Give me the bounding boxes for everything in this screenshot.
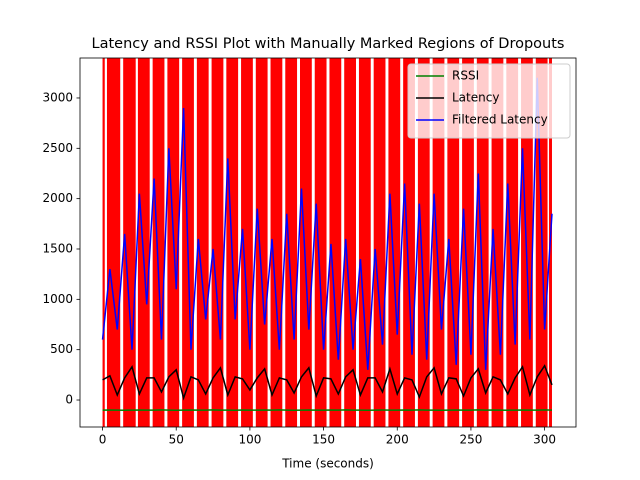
dropout-region	[388, 58, 401, 427]
legend-label: Filtered Latency	[452, 113, 548, 127]
x-tick-label: 300	[533, 433, 556, 447]
dropout-region	[403, 58, 415, 427]
lines	[101, 77, 553, 411]
y-tick-label: 500	[50, 342, 73, 356]
dropout-region	[417, 58, 430, 427]
y-tick-label: 3000	[42, 90, 73, 104]
dropout-region	[300, 58, 312, 427]
axes: 0 50 100 150 200 250 3000500100015002000250030…	[42, 57, 577, 447]
y-tick-label: 2500	[42, 141, 73, 155]
dropout-region	[152, 58, 165, 427]
dropout-region	[270, 58, 283, 427]
x-axis-label: Time (seconds)	[281, 457, 374, 471]
dropout-region	[491, 58, 504, 427]
y-tick-label: 1500	[42, 241, 73, 255]
dropout-region	[432, 58, 445, 427]
dropout-region	[102, 58, 105, 427]
x-tick-label: 150	[312, 433, 335, 447]
dropout-region	[462, 58, 474, 427]
dropout-region	[196, 58, 209, 427]
dropout-region	[241, 58, 253, 427]
dropout-region	[373, 58, 386, 427]
y-tick-label: 2000	[42, 191, 73, 205]
x-tick-label: 100	[238, 433, 261, 447]
x-tick-label: 200	[386, 433, 409, 447]
dropout-region	[137, 58, 150, 427]
x-tick-label: 250	[459, 433, 482, 447]
dropout-region	[255, 58, 268, 427]
dropout-region	[358, 58, 371, 427]
plot-frame	[79, 57, 577, 428]
x-tick-label: 50	[169, 433, 184, 447]
dropout-region	[285, 58, 298, 427]
dropout-region	[476, 58, 489, 427]
dropout-region	[314, 58, 327, 427]
dropout-region	[211, 58, 224, 427]
dropout-region	[329, 58, 342, 427]
y-tick-label: 0	[65, 393, 73, 407]
dropout-region	[106, 58, 121, 427]
series-line	[101, 77, 553, 370]
chart-title: Latency and RSSI Plot with Manually Mark…	[92, 36, 565, 52]
regions	[102, 58, 552, 427]
dropout-region	[447, 58, 460, 427]
dropout-region	[344, 58, 356, 427]
legend-box	[407, 63, 571, 139]
legend-label: RSSI	[452, 69, 479, 83]
y-tick-label: 1000	[42, 292, 73, 306]
legend-label: Latency	[452, 91, 499, 105]
dropout-region	[506, 58, 519, 427]
x-tick-label: 0	[99, 433, 107, 447]
series-line	[102, 364, 553, 401]
dropout-region	[521, 58, 533, 427]
